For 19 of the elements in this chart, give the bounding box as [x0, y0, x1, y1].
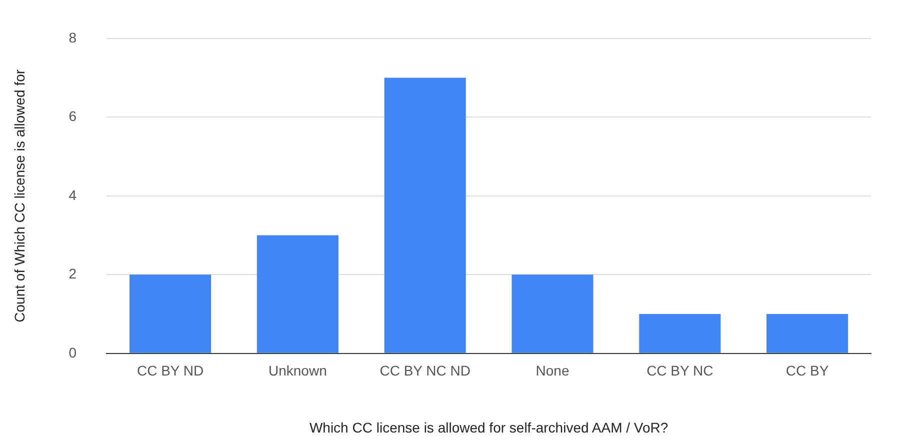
x-tick-label: CC BY ND: [136, 362, 204, 379]
bar: [384, 78, 466, 353]
bar: [766, 314, 848, 353]
x-tick-label: None: [536, 362, 570, 379]
y-tick-label: 2: [68, 266, 77, 282]
y-tick-label: 4: [68, 186, 77, 203]
x-tick-label: Unknown: [268, 362, 327, 379]
bar: [639, 314, 721, 353]
y-tick-label: 0: [68, 344, 77, 360]
x-tick-label: CC BY: [786, 362, 830, 379]
x-tick-label: CC BY NC ND: [380, 362, 470, 379]
y-axis-title: Count of Which CC license is allowed for: [11, 69, 28, 322]
x-tick-label: CC BY NC: [646, 362, 714, 379]
bar: [130, 274, 212, 353]
y-tick-label: 6: [68, 108, 77, 124]
x-axis-title: Which CC license is allowed for self-archived AAM / VoR?: [309, 419, 668, 436]
bar: [256, 235, 338, 353]
bar: [512, 274, 594, 353]
y-tick-label: 8: [68, 29, 77, 46]
